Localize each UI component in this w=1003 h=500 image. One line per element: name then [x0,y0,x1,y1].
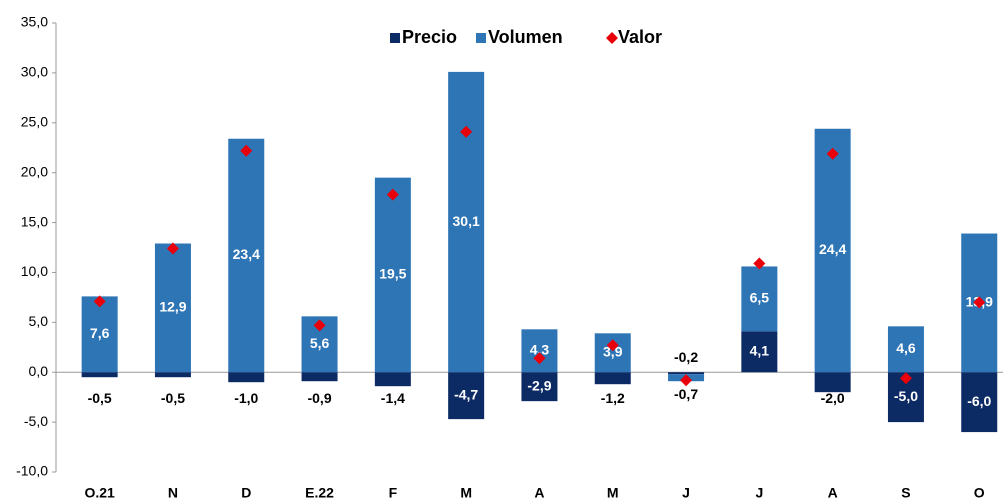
data-label: 4,1 [750,342,770,358]
data-label: 19,5 [379,266,406,282]
data-label: 3,9 [603,343,623,359]
data-label: -0,5 [161,390,185,406]
x-tick-label: F [389,485,398,500]
bar [741,331,778,373]
data-label: -2,9 [527,377,551,393]
marker [386,188,399,201]
marker [826,147,839,160]
data-label: -2,0 [821,390,845,406]
x-tick-label: M [607,485,619,500]
data-label: 4,6 [896,340,916,356]
bar [814,372,851,393]
data-label: -0,2 [674,349,698,365]
legend-label: Valor [618,27,662,47]
bar [154,243,191,373]
x-tick-label: D [241,485,251,500]
marker [606,339,619,352]
marker [460,125,473,138]
y-tick-label: 5,0 [29,313,49,329]
data-label: 30,1 [453,213,480,229]
x-tick-label: M [460,485,472,500]
x-tick-label: J [682,485,690,500]
data-label: -1,2 [601,390,625,406]
bar [961,372,998,433]
marker [680,374,693,387]
marker [533,352,546,365]
data-label: -4,7 [454,386,478,402]
data-label: 7,6 [90,325,110,341]
bar [228,372,265,383]
bar [814,128,851,373]
legend-label: Volumen [488,27,563,47]
bar [374,177,411,373]
data-label: 23,4 [233,246,260,262]
data-label: -5,0 [894,388,918,404]
y-tick-label: -10,0 [16,463,48,479]
bar [374,372,411,387]
x-tick-label: N [168,485,178,500]
bar [594,372,631,385]
bar [668,372,705,375]
bar [154,372,191,378]
x-tick-label: O.21 [84,485,115,500]
y-tick-label: 35,0 [21,14,48,30]
data-label: -0,7 [674,386,698,402]
marker [313,319,326,332]
bar [448,372,485,420]
marker [166,242,179,255]
y-tick-label: 25,0 [21,113,48,129]
legend-marker [390,33,400,43]
bar [887,326,924,373]
y-tick-label: 15,0 [21,213,48,229]
data-label: 24,4 [819,241,846,257]
data-label: 5,6 [310,335,330,351]
marker [899,372,912,385]
y-tick-label: 0,0 [29,363,49,379]
marker [973,296,986,309]
bar [741,266,778,332]
data-label: -0,5 [88,390,112,406]
bar [81,372,118,378]
x-tick-label: E.22 [305,485,334,500]
data-label: -6,0 [967,393,991,409]
x-tick-label: S [901,485,910,500]
data-label: 4,3 [530,341,550,357]
y-tick-label: -5,0 [24,413,48,429]
data-label: -1,4 [381,390,405,406]
bar [448,71,485,373]
marker [93,295,106,308]
bar [228,138,265,373]
bar [81,296,118,373]
data-label: -0,9 [307,390,331,406]
bar [521,372,558,402]
bar [521,329,558,373]
x-tick-label: O [974,485,985,500]
marker [753,257,766,270]
x-tick-label: J [755,485,763,500]
data-label: 12,9 [159,299,186,315]
data-label: 6,5 [750,290,770,306]
y-tick-label: 10,0 [21,263,48,279]
legend-marker [606,32,618,44]
y-tick-label: 30,0 [21,64,48,80]
x-tick-label: A [534,485,544,500]
y-tick-label: 20,0 [21,163,48,179]
x-tick-label: A [828,485,838,500]
marker [240,144,253,157]
legend-label: Precio [402,27,457,47]
legend-marker [476,33,486,43]
data-label: -1,0 [234,390,258,406]
bar [301,372,338,382]
